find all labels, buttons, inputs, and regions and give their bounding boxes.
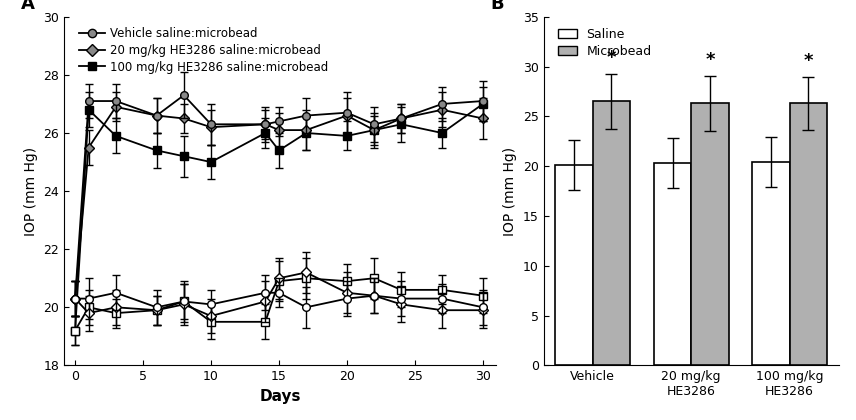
Bar: [654, 163, 692, 365]
Bar: [592, 102, 630, 365]
X-axis label: Days: Days: [259, 389, 301, 404]
Text: A: A: [21, 0, 35, 13]
Y-axis label: IOP (mm Hg): IOP (mm Hg): [24, 147, 38, 236]
Bar: [556, 165, 592, 365]
Bar: [789, 103, 827, 365]
Bar: [692, 103, 728, 365]
Text: *: *: [705, 50, 715, 68]
Text: B: B: [490, 0, 504, 13]
Bar: [752, 162, 789, 365]
Legend: Vehicle saline:microbead, 20 mg/kg HE3286 saline:microbead, 100 mg/kg HE3286 sal: Vehicle saline:microbead, 20 mg/kg HE328…: [74, 23, 333, 78]
Text: *: *: [804, 52, 813, 70]
Text: *: *: [607, 49, 616, 67]
Y-axis label: IOP (mm Hg): IOP (mm Hg): [503, 147, 517, 236]
Legend: Saline, Microbead: Saline, Microbead: [553, 23, 657, 63]
